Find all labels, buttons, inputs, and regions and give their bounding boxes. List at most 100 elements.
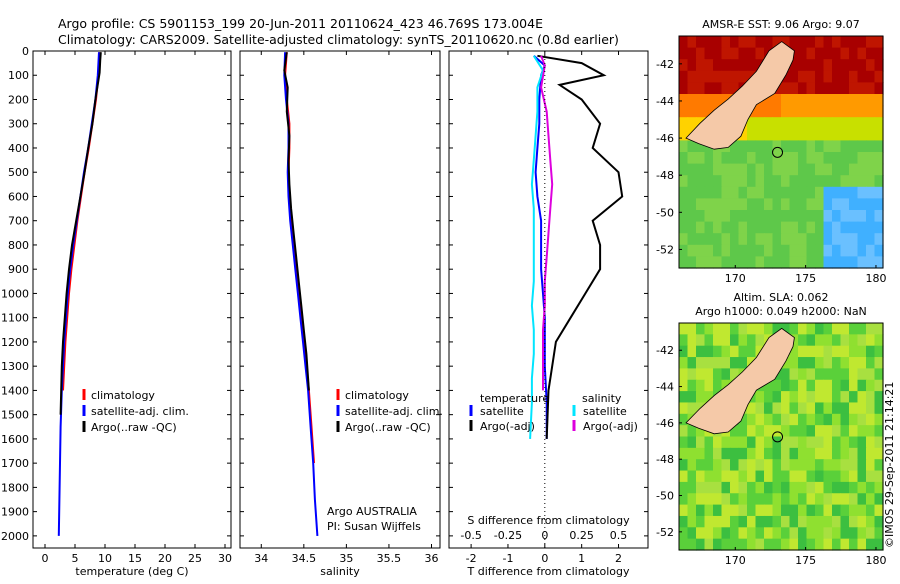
sla-map-cell: [832, 391, 842, 404]
sla-map-cell: [721, 515, 731, 528]
sla-map-cell: [781, 323, 791, 335]
sla-map-cell: [696, 504, 706, 517]
sst-map-cell: [857, 94, 867, 107]
sla-map-cell: [704, 459, 714, 472]
sst-map-cell: [679, 198, 689, 211]
sst-map-cell: [704, 186, 714, 199]
sst-map-cell: [840, 152, 850, 165]
sst-map-cell: [823, 128, 833, 141]
sst-map-cell: [704, 163, 714, 176]
salinity-xtick-label: 35.5: [377, 552, 402, 565]
sla-map-cell: [866, 391, 876, 404]
sst-map-cell: [815, 140, 825, 153]
sla-map-cell: [721, 504, 731, 517]
sst-map-cell: [687, 233, 697, 246]
temperature-xlabel: temperature (deg C): [75, 565, 188, 578]
sla-map-cell: [789, 481, 799, 494]
sst-map-cell: [721, 244, 731, 257]
sst-map-cell: [849, 128, 859, 141]
sla-map-cell: [840, 493, 850, 506]
sst-map-cell: [874, 163, 884, 176]
sst-map-cell: [679, 36, 689, 49]
sst-map-cell: [849, 152, 859, 165]
sla-map-cell: [730, 323, 740, 335]
sst-map-cell: [849, 105, 859, 118]
sst-map-cell: [840, 221, 850, 234]
sst-map-cell: [781, 36, 791, 49]
sst-map-cell: [781, 210, 791, 223]
sla-map-cell: [840, 481, 850, 494]
sst-map-cell: [806, 140, 816, 153]
temperature-xtick-label: 0: [42, 552, 49, 565]
sla-map-cell: [764, 323, 774, 335]
sla-map-cell: [815, 470, 825, 483]
sla-map-cell: [789, 345, 799, 358]
sla-map-ytick-label: -48: [656, 453, 674, 466]
sla-map-cell: [815, 436, 825, 449]
sla-map-cell: [832, 493, 842, 506]
sla-map-cell: [687, 425, 697, 438]
sla-map-cell: [823, 402, 833, 415]
sst-map-cell: [815, 256, 825, 269]
sla-map-cell: [832, 368, 842, 381]
sla-map-cell: [747, 538, 757, 551]
sla-map-cell: [764, 527, 774, 540]
sst-map-cell: [823, 256, 833, 269]
sla-map-cell: [789, 436, 799, 449]
sla-map-cell: [832, 425, 842, 438]
sst-map-cell: [789, 244, 799, 257]
sla-map-cell: [849, 357, 859, 369]
sst-map-cell: [789, 210, 799, 223]
sla-map-cell: [840, 504, 850, 517]
sst-map-cell: [781, 105, 791, 118]
sst-map-cell: [823, 70, 833, 83]
sst-map-cell: [857, 82, 867, 95]
sla-map-cell: [747, 413, 757, 426]
sla-map-cell: [721, 357, 731, 369]
sla-map-cell: [857, 515, 867, 528]
sst-map-cell: [874, 152, 884, 165]
sla-map-cell: [747, 470, 757, 483]
sla-map-cell: [806, 368, 816, 381]
sla-map-cell: [747, 436, 757, 449]
sla-map-cell: [789, 323, 799, 335]
sla-map-cell: [755, 504, 765, 517]
sla-map-cell: [832, 447, 842, 460]
sla-map-cell: [857, 345, 867, 358]
sla-map-cell: [764, 470, 774, 483]
sla-map-cell: [764, 425, 774, 438]
sst-map-cell: [687, 152, 697, 165]
sst-map-cell: [772, 175, 782, 188]
sst-map-cell: [840, 163, 850, 176]
depth-tick-label: 2000: [1, 530, 29, 543]
sst-map-cell: [687, 175, 697, 188]
sst-map-cell: [747, 198, 757, 211]
sst-map-cell: [713, 198, 723, 211]
sla-map-cell: [687, 368, 697, 381]
sla-map-cell: [798, 425, 808, 438]
sst-map-cell: [721, 256, 731, 269]
sst-map-cell: [755, 128, 765, 141]
sla-map-cell: [840, 357, 850, 369]
depth-tick-label: 300: [8, 118, 29, 131]
sst-map-cell: [874, 128, 884, 141]
sla-map-cell: [798, 368, 808, 381]
sla-map-cell: [679, 345, 689, 358]
sst-map-cell: [764, 244, 774, 257]
difference-legend-label: satellite: [480, 405, 524, 418]
sst-map-cell: [679, 82, 689, 95]
sla-map-cell: [789, 527, 799, 540]
sla-map-cell: [789, 391, 799, 404]
depth-tick-label: 1300: [1, 360, 29, 373]
sst-map-cell: [687, 117, 697, 130]
sla-map-cell: [849, 527, 859, 540]
sla-map-cell: [866, 504, 876, 517]
sst-map-cell: [679, 152, 689, 165]
sst-map-cell: [764, 105, 774, 118]
sst-map-cell: [840, 233, 850, 246]
sla-map-cell: [866, 436, 876, 449]
sla-map-cell: [730, 345, 740, 358]
sla-map-cell: [815, 323, 825, 335]
sst-map-cell: [738, 233, 748, 246]
sst-map-cell: [704, 47, 714, 60]
